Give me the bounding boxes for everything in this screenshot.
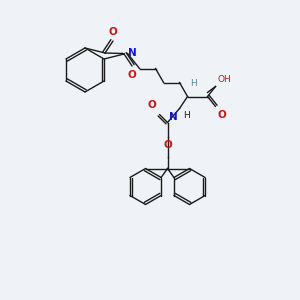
Text: H: H [184, 112, 190, 121]
Text: N: N [128, 49, 136, 58]
Text: O: O [218, 110, 226, 119]
Text: O: O [109, 27, 117, 37]
Text: O: O [128, 70, 136, 80]
Text: H: H [190, 80, 197, 88]
Text: OH: OH [218, 74, 231, 83]
Text: O: O [148, 100, 157, 110]
Text: O: O [163, 140, 172, 151]
Text: N: N [169, 112, 178, 122]
